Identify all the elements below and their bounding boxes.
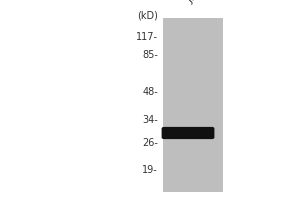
FancyBboxPatch shape [162, 127, 214, 139]
Text: (kD): (kD) [137, 10, 158, 20]
Bar [163, 18, 223, 192]
Text: 19-: 19- [142, 165, 158, 175]
Text: 34-: 34- [142, 115, 158, 125]
Text: 48-: 48- [142, 87, 158, 97]
Text: 85-: 85- [142, 50, 158, 60]
Text: Jurkat: Jurkat [186, 0, 214, 5]
Text: 26-: 26- [142, 138, 158, 148]
Text: 117-: 117- [136, 32, 158, 42]
